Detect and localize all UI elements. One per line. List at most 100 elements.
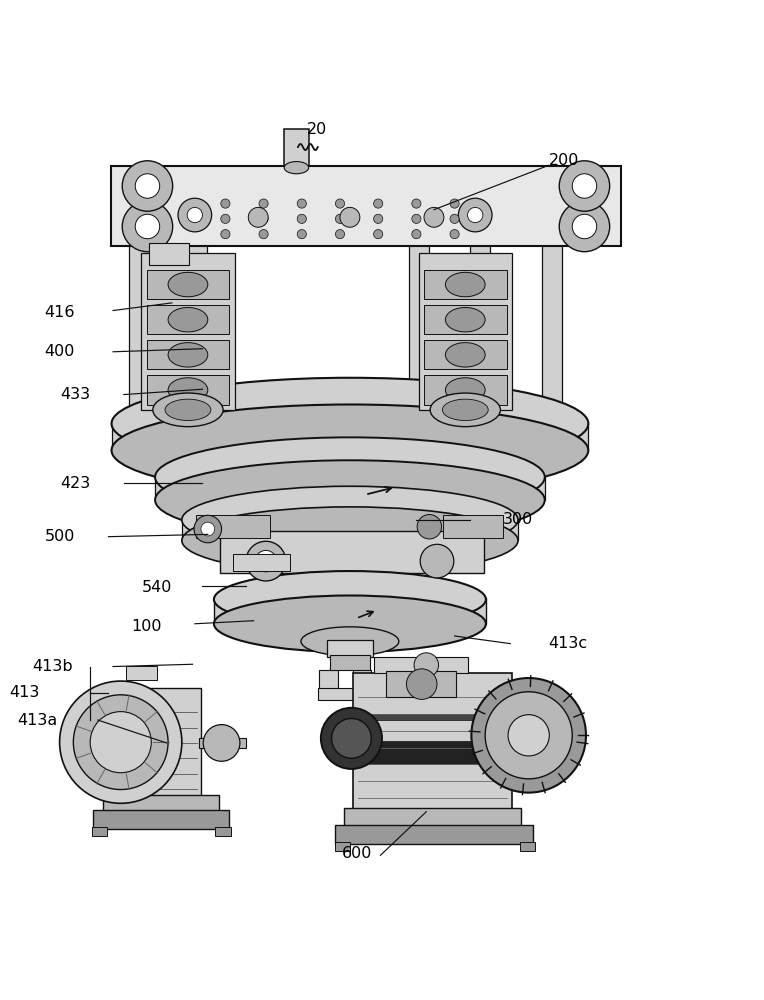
Circle shape [255, 550, 277, 572]
Circle shape [60, 681, 182, 803]
Circle shape [450, 199, 459, 208]
Bar [330, 655, 370, 670]
Circle shape [259, 230, 268, 239]
Ellipse shape [168, 343, 208, 367]
Circle shape [335, 230, 345, 239]
Bar [542, 243, 562, 440]
Circle shape [406, 669, 437, 699]
Bar [92, 827, 107, 836]
Circle shape [414, 653, 439, 677]
Ellipse shape [430, 393, 500, 427]
Bar [233, 554, 290, 571]
Ellipse shape [112, 378, 588, 469]
Circle shape [221, 199, 230, 208]
Bar [187, 243, 207, 440]
Circle shape [374, 214, 383, 223]
Circle shape [248, 207, 268, 227]
Text: 413c: 413c [549, 636, 588, 651]
Circle shape [297, 199, 306, 208]
Ellipse shape [445, 272, 485, 297]
Circle shape [417, 515, 442, 539]
Bar [443, 515, 503, 538]
Bar [215, 827, 231, 836]
Ellipse shape [153, 393, 223, 427]
Bar [149, 243, 189, 265]
Circle shape [572, 214, 597, 239]
Text: 400: 400 [44, 344, 75, 359]
Ellipse shape [214, 571, 486, 628]
Bar [112, 422, 588, 450]
Text: 500: 500 [44, 529, 75, 544]
Circle shape [246, 541, 286, 581]
Circle shape [135, 214, 160, 239]
Circle shape [374, 230, 383, 239]
Bar [155, 476, 545, 500]
Ellipse shape [168, 272, 208, 297]
Circle shape [297, 214, 306, 223]
Text: 413a: 413a [17, 713, 57, 728]
Ellipse shape [214, 595, 486, 652]
Circle shape [424, 207, 444, 227]
Circle shape [297, 230, 306, 239]
Circle shape [412, 214, 421, 223]
Circle shape [122, 201, 173, 252]
Bar [118, 688, 201, 796]
Ellipse shape [168, 378, 208, 402]
Circle shape [135, 174, 160, 198]
Bar [147, 375, 229, 404]
Bar [424, 375, 507, 404]
Bar [220, 531, 484, 573]
Ellipse shape [442, 399, 488, 421]
Circle shape [335, 214, 345, 223]
Circle shape [90, 712, 151, 773]
Text: 100: 100 [131, 619, 162, 634]
Text: 200: 200 [549, 153, 579, 168]
Circle shape [178, 198, 212, 232]
Circle shape [73, 695, 168, 790]
Bar [351, 714, 529, 720]
Bar [351, 741, 529, 764]
Circle shape [332, 719, 371, 758]
Bar [386, 671, 456, 697]
Circle shape [221, 230, 230, 239]
Circle shape [450, 214, 459, 223]
Text: 423: 423 [60, 476, 90, 491]
Bar [141, 253, 235, 410]
Bar [318, 688, 373, 700]
Ellipse shape [301, 627, 399, 656]
Ellipse shape [168, 307, 208, 332]
Ellipse shape [182, 507, 518, 574]
Bar [409, 243, 429, 440]
Text: 300: 300 [503, 512, 533, 527]
Ellipse shape [155, 460, 545, 540]
Circle shape [412, 199, 421, 208]
Circle shape [420, 544, 454, 578]
Ellipse shape [165, 399, 211, 421]
Circle shape [194, 515, 222, 543]
Circle shape [259, 214, 268, 223]
Bar [199, 738, 246, 748]
Bar [344, 808, 521, 826]
Text: 413: 413 [9, 685, 40, 700]
Ellipse shape [445, 378, 485, 402]
Ellipse shape [284, 162, 309, 174]
Circle shape [412, 230, 421, 239]
Bar [126, 666, 157, 680]
Bar [147, 340, 229, 369]
Bar [196, 515, 270, 538]
Circle shape [374, 199, 383, 208]
Circle shape [335, 199, 345, 208]
Text: 416: 416 [44, 305, 75, 320]
Ellipse shape [182, 486, 518, 553]
Ellipse shape [155, 437, 545, 517]
Bar [284, 129, 309, 166]
Bar [424, 270, 507, 299]
Ellipse shape [445, 307, 485, 332]
Bar [327, 640, 373, 657]
Bar [182, 518, 518, 540]
Bar [424, 305, 507, 334]
Circle shape [450, 230, 459, 239]
Bar [214, 598, 486, 624]
Bar [374, 657, 468, 673]
Circle shape [468, 207, 483, 223]
